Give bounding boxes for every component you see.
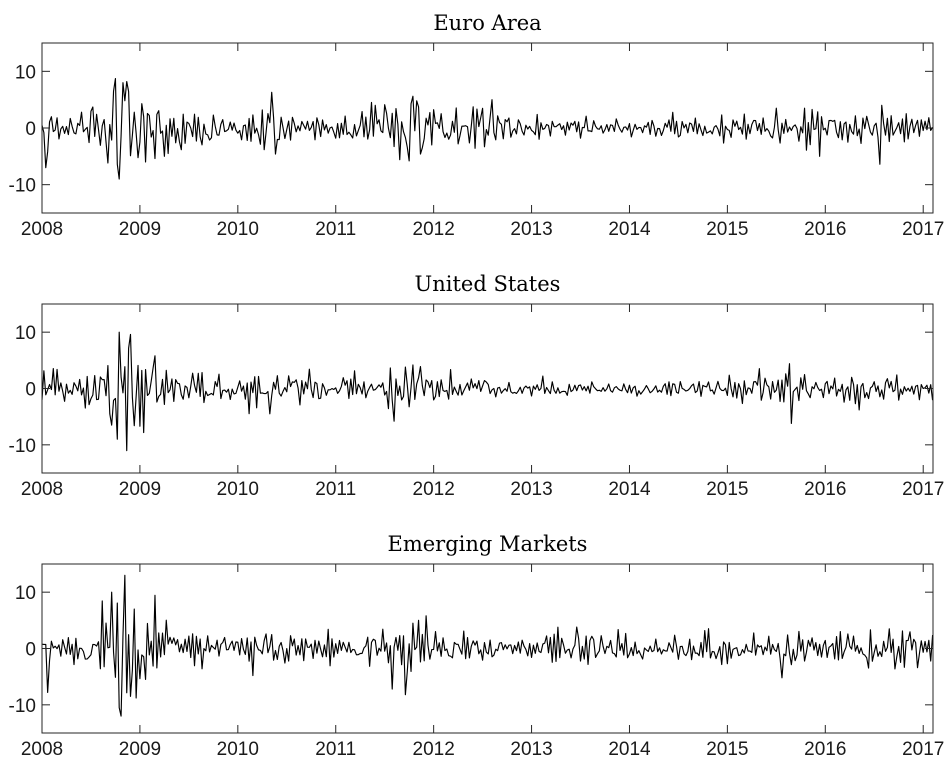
x-tick-label: 2012 (413, 479, 455, 500)
x-tick-label: 2017 (902, 739, 944, 760)
x-tick-label: 2009 (119, 219, 161, 240)
x-tick-label: 2017 (902, 479, 944, 500)
chart-panel-1: Euro Area 2008 2009 2010 2011 2012 2013 2014 201… (9, 11, 945, 240)
chart-panel-3: Emerging Markets 2008 2009 2010 2011 2012 2013… (9, 532, 945, 760)
x-tick-label: 2013 (510, 479, 552, 500)
y-tick-label: -10 (9, 696, 36, 717)
y-tick-label: 0 (25, 380, 36, 401)
y-tick-label: 0 (25, 119, 36, 140)
x-tick-label: 2008 (21, 219, 63, 240)
series-line (42, 331, 933, 452)
x-tick-label: 2010 (217, 219, 259, 240)
x-tick-label: 2014 (608, 479, 651, 500)
x-tick-label: 2016 (804, 479, 846, 500)
y-tick-label: 0 (25, 640, 36, 661)
y-tick-label: 10 (15, 583, 36, 604)
x-tick-label: 2011 (315, 479, 356, 500)
chart-title: Emerging Markets (388, 532, 588, 556)
axes-box (41, 563, 934, 734)
x-tick-label: 2017 (902, 219, 944, 240)
x-tick-label: 2008 (21, 479, 63, 500)
x-tick-label: 2010 (217, 479, 259, 500)
chart-title: United States (415, 272, 561, 296)
y-tick-label: 10 (15, 62, 36, 83)
x-tick-label: 2016 (804, 739, 846, 760)
series-line (42, 78, 933, 180)
x-tick-label: 2016 (804, 219, 846, 240)
y-tick-label: -10 (9, 436, 36, 457)
x-tick-label: 2013 (510, 219, 552, 240)
x-tick-label: 2009 (119, 479, 161, 500)
x-tick-label: 2013 (510, 739, 552, 760)
x-tick-label: 2009 (119, 739, 161, 760)
x-tick-label: 2011 (315, 739, 356, 760)
x-tick-label: 2008 (21, 739, 63, 760)
series-line (42, 574, 933, 717)
chart-title: Euro Area (433, 11, 541, 35)
x-tick-label: 2015 (706, 739, 748, 760)
x-tick-label: 2014 (608, 219, 651, 240)
x-tick-label: 2010 (217, 739, 259, 760)
x-tick-label: 2012 (413, 739, 455, 760)
chart-panel-2: United States 2008 2009 2010 2011 2012 2013 201… (9, 272, 945, 500)
x-tick-label: 2014 (608, 739, 651, 760)
axes-box (41, 42, 934, 214)
x-tick-label: 2012 (413, 219, 455, 240)
x-tick-label: 2011 (315, 219, 356, 240)
y-tick-label: 10 (15, 323, 36, 344)
y-tick-label: -10 (9, 176, 36, 197)
x-tick-label: 2015 (706, 479, 748, 500)
x-tick-label: 2015 (706, 219, 748, 240)
